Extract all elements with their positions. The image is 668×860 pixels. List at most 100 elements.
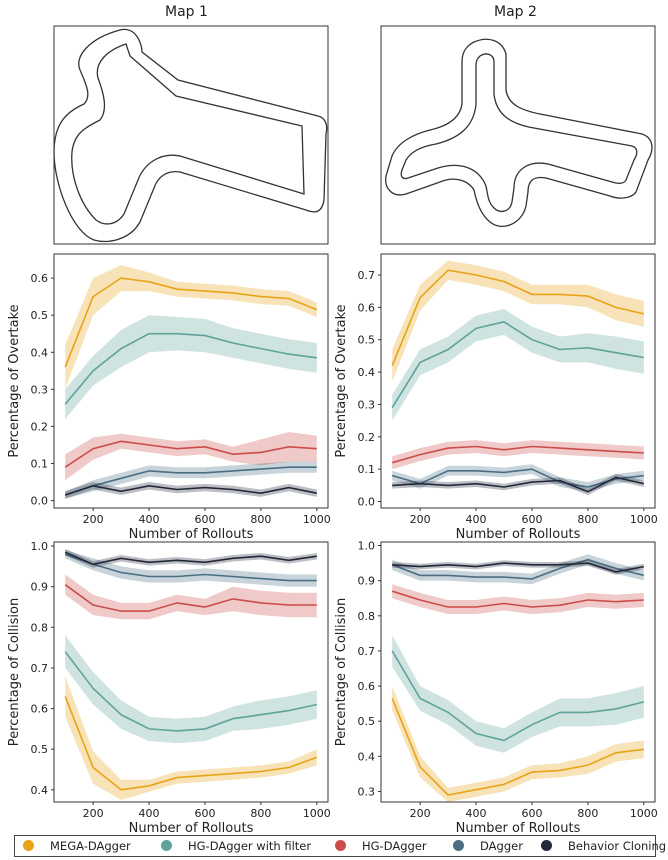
line-hg-dagger-with-filter	[64, 651, 317, 732]
band-hg-dagger-with-filter	[65, 315, 317, 419]
y-tick-label: 0.5	[358, 715, 376, 728]
y-tick-label: 0.9	[31, 581, 49, 594]
line-behavior-cloning	[392, 476, 644, 493]
band-hg-dagger-with-filter	[392, 635, 644, 753]
y-tick-label: 0.8	[358, 610, 376, 623]
y-tick-label: 0.4	[31, 784, 49, 797]
x-axis-label: Number of Rollouts	[129, 821, 254, 836]
legend-label-hg-dagger: HG-DAgger	[362, 839, 427, 853]
band-hg-dagger-with-filter	[392, 309, 644, 421]
band-hg-dagger	[65, 574, 317, 620]
map2-track-panel	[380, 25, 656, 245]
x-tick-label: 400	[139, 807, 160, 820]
line-hg-dagger	[391, 445, 644, 464]
x-tick-label: 800	[250, 513, 271, 526]
legend-item-mega-dagger: MEGA-DAgger	[23, 839, 131, 853]
line-dagger	[64, 553, 317, 582]
legend-item-behavior-cloning: Behavior Cloning	[541, 839, 666, 853]
legend-item-hg-dagger: HG-DAgger	[335, 839, 427, 853]
y-tick-label: 0.5	[31, 743, 49, 756]
x-tick-label: 200	[410, 513, 431, 526]
y-tick-label: 0.5	[31, 309, 49, 322]
y-tick-label: 0.2	[358, 431, 376, 444]
y-tick-label: 0.4	[31, 346, 49, 359]
line-mega-dagger	[391, 698, 644, 796]
band-mega-dagger	[65, 676, 317, 800]
line-behavior-cloning	[64, 551, 317, 566]
x-tick-label: 200	[83, 513, 104, 526]
x-tick-label: 400	[466, 513, 487, 526]
y-tick-label: 0.0	[31, 495, 49, 508]
y-tick-label: 0.3	[358, 398, 376, 411]
x-tick-label: 600	[194, 807, 215, 820]
legend-marker-dagger	[453, 840, 464, 851]
y-tick-label: 0.4	[358, 366, 376, 379]
map2-title: Map 2	[494, 4, 537, 20]
map2-track-inner	[400, 53, 638, 213]
x-tick-label: 400	[466, 807, 487, 820]
x-tick-label: 200	[83, 807, 104, 820]
legend-marker-behavior-cloning	[541, 840, 552, 851]
band-mega-dagger	[392, 260, 644, 382]
y-axis-label: Percentage of Overtake	[7, 304, 22, 457]
y-tick-label: 0.8	[31, 621, 49, 634]
legend-label-dagger: DAgger	[480, 839, 523, 853]
x-tick-label: 800	[250, 807, 271, 820]
band-behavior-cloning	[65, 548, 317, 568]
y-tick-label: 0.0	[358, 496, 376, 509]
y-axis-label: Percentage of Collision	[7, 598, 22, 746]
band-behavior-cloning	[65, 482, 317, 499]
map1-track-outer	[53, 28, 328, 243]
y-tick-label: 0.2	[31, 420, 49, 433]
x-axis-label: Number of Rollouts	[456, 527, 581, 542]
x-tick-label: 600	[521, 807, 542, 820]
y-tick-label: 0.6	[31, 272, 49, 285]
line-mega-dagger	[64, 696, 318, 791]
y-tick-label: 0.1	[31, 458, 49, 471]
y-axis-label: Percentage of Collision	[334, 598, 349, 746]
line-hg-dagger	[391, 590, 644, 608]
x-tick-label: 1000	[303, 513, 331, 526]
y-tick-label: 1.0	[358, 540, 376, 553]
line-behavior-cloning	[392, 562, 644, 573]
chart-3: 200 400 600 800 1000 0.4 0.5 0.6 0.7 0.8 0.9 1.0 Num…	[7, 540, 331, 836]
band-dagger	[65, 550, 317, 587]
y-tick-label: 0.6	[358, 301, 376, 314]
band-hg-dagger	[392, 440, 644, 470]
y-tick-label: 0.7	[31, 662, 49, 675]
x-axis-label: Number of Rollouts	[456, 821, 581, 836]
line-hg-dagger	[64, 440, 317, 468]
chart-4: 200 400 600 800 1000 0.3 0.4 0.5 0.6 0.7 0.8 0.9 1.0…	[334, 540, 658, 836]
y-tick-label: 0.1	[358, 463, 376, 476]
chart-1: 200 400 600 800 1000 0.0 0.1 0.2 0.3 0.4 0.5 0.6 Num…	[7, 253, 331, 542]
x-tick-label: 600	[194, 513, 215, 526]
x-tick-label: 1000	[630, 513, 658, 526]
band-hg-dagger	[392, 584, 644, 614]
map1-track-inner	[71, 43, 305, 225]
legend-label-behavior-cloning: Behavior Cloning	[568, 839, 667, 853]
line-behavior-cloning	[64, 484, 317, 496]
x-tick-label: 1000	[630, 807, 658, 820]
legend: MEGA-DAgger HG-DAgger with filter HG-DAg…	[14, 835, 666, 857]
y-tick-label: 0.7	[358, 269, 376, 282]
band-mega-dagger	[392, 686, 644, 802]
line-dagger	[391, 468, 644, 488]
plot-frame	[380, 541, 656, 803]
y-tick-label: 0.3	[358, 785, 376, 798]
plot-frame	[53, 253, 329, 509]
line-hg-dagger-with-filter	[391, 650, 644, 742]
band-hg-dagger-with-filter	[65, 635, 317, 744]
x-tick-label: 800	[577, 807, 598, 820]
legend-marker-hg-dagger	[335, 840, 346, 851]
legend-item-dagger: DAgger	[453, 839, 523, 853]
y-tick-label: 0.6	[358, 680, 376, 693]
x-tick-label: 600	[521, 513, 542, 526]
x-tick-label: 1000	[303, 807, 331, 820]
legend-marker-mega-dagger	[23, 840, 34, 851]
legend-marker-hg-dagger-filter	[161, 840, 172, 851]
line-hg-dagger-with-filter	[391, 321, 644, 409]
map1-title: Map 1	[165, 4, 208, 20]
map2-track-outer	[385, 38, 653, 227]
x-tick-label: 400	[139, 513, 160, 526]
